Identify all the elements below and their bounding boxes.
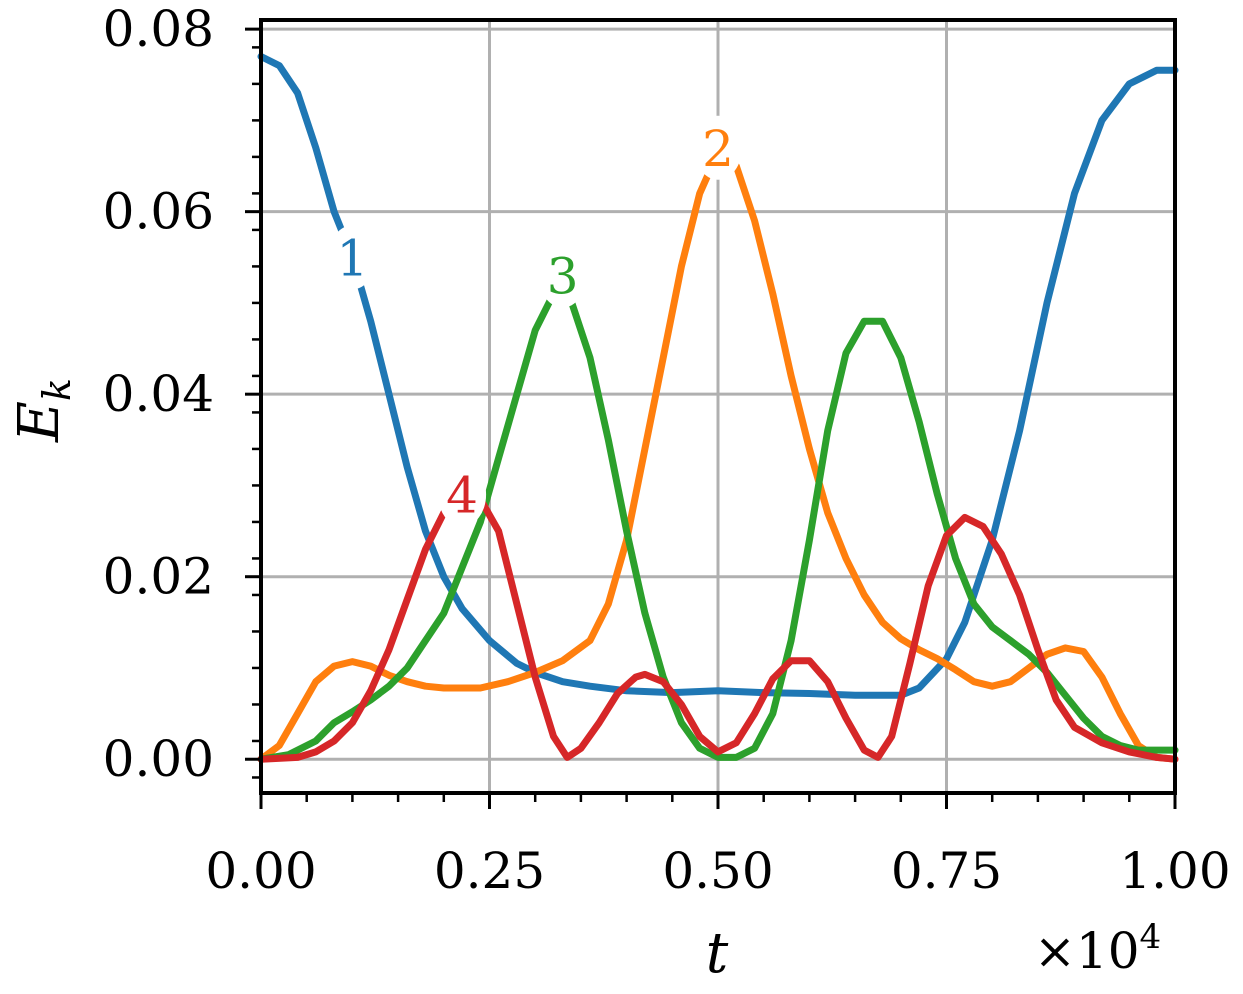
y-tick-label-0: 0.00 <box>103 730 214 788</box>
x-axis-multiplier-base: ×10 <box>1034 922 1140 980</box>
x-tick-label-0: 0.00 <box>205 842 316 900</box>
y-tick-label-3: 0.06 <box>103 183 214 241</box>
axis-ticks <box>245 27 1177 809</box>
series-layer <box>257 53 1179 763</box>
x-tick-label-4: 1.00 <box>1119 842 1230 900</box>
series-label-2: 2 <box>702 120 734 178</box>
x-tick-label-1: 0.25 <box>434 842 545 900</box>
series-label-3: 3 <box>547 248 579 306</box>
x-axis-multiplier-exponent: 4 <box>1140 917 1162 957</box>
x-tick-label-3: 0.75 <box>891 842 1002 900</box>
series-line-1 <box>257 53 1179 699</box>
axis-tick-labels: 0.00 0.25 0.50 0.75 1.00 0.00 0.02 0.04 0.06 0.08 <box>103 0 1231 900</box>
x-tick-label-2: 0.50 <box>662 842 773 900</box>
y-tick-label-2: 0.04 <box>103 365 214 423</box>
y-axis-label: Ek <box>7 378 79 443</box>
x-axis-multiplier: ×104 <box>1034 917 1161 980</box>
series-label-4: 4 <box>446 467 478 525</box>
series-label-bg-1 <box>328 225 377 290</box>
series-line-3 <box>257 290 1179 763</box>
series-line-4 <box>257 491 1179 763</box>
y-tick-label-4: 0.08 <box>103 0 214 58</box>
series-line-2 <box>257 148 1179 763</box>
series-label-1: 1 <box>336 229 368 287</box>
series-label-bg-3 <box>538 243 587 308</box>
series-label-bg-2 <box>694 115 742 180</box>
x-axis-label: t <box>706 921 729 986</box>
series-label-bg-4 <box>438 462 487 527</box>
y-axis-label-subscript: k <box>35 378 79 401</box>
series-label-layer: 1 2 3 4 <box>328 115 742 527</box>
y-tick-label-1: 0.02 <box>103 548 214 606</box>
y-axis-label-base: E <box>7 401 72 443</box>
